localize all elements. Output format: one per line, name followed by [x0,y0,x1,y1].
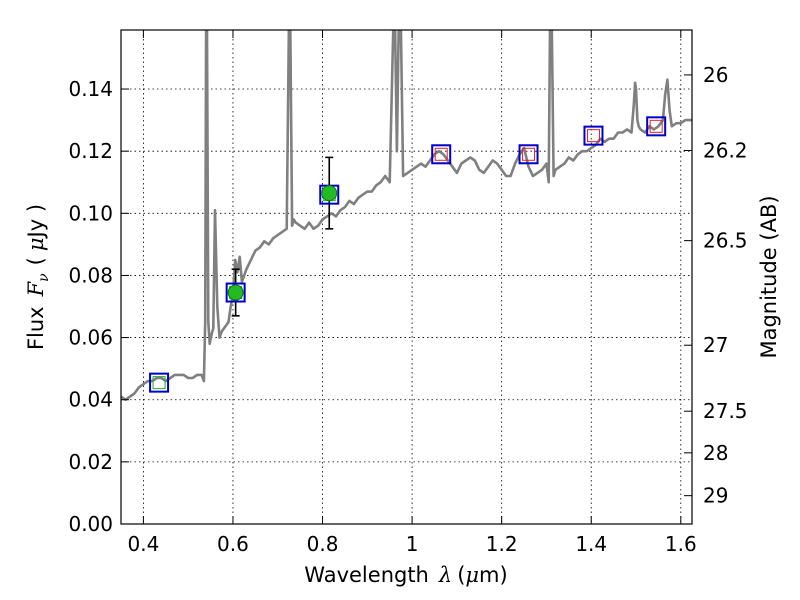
model-square-inner [649,119,663,133]
model-square [583,125,604,146]
model-square-inner [586,129,600,143]
y2-tick-label: 26.5 [703,229,748,253]
y-tick-label: 0.14 [68,77,113,101]
y2-tick-label: 26 [703,63,728,87]
x-tick-label: 1.6 [665,532,697,556]
x-axis-label: Wavelength λ (μm) [304,563,507,587]
observed-point [321,185,338,202]
model-square-inner [522,147,536,161]
x-tick-label: 1.2 [486,532,518,556]
y-tick-label: 0.06 [68,326,113,350]
model-square-inner [434,147,448,161]
observed-point [227,284,244,301]
spectrum-line [121,30,692,401]
model-square [518,144,539,165]
x-tick-label: 0.4 [127,532,159,556]
y-tick-label: 0.12 [68,139,113,163]
y-tick-label: 0.00 [68,512,113,536]
axes-frame [120,29,693,525]
y2-tick-label: 27 [703,333,728,357]
ticks: 0.4 0.6 0.8 1 1.2 1.4 1.6 0.00 0.02 0.04 0.06 0.08 0… [68,30,748,556]
y-tick-label: 0.10 [68,201,113,225]
y-axis-label: FluxFν(μJy ) [24,204,52,350]
y2-tick-label: 29 [703,484,728,508]
x-tick-label: 1.4 [575,532,607,556]
y2-tick-label: 27.5 [703,399,748,423]
y-tick-label: 0.02 [68,450,113,474]
y-tick-label: 0.08 [68,263,113,287]
y2-axis-label: Magnitude (AB) [757,195,781,358]
plot-area [121,30,692,401]
plot-content [121,30,692,401]
y2-tick-label: 26.2 [703,138,748,162]
x-tick-label: 1 [406,532,419,556]
model-square [646,116,667,137]
model-square-inner [152,376,166,390]
model-square [431,144,452,165]
y-tick-label: 0.04 [68,388,113,412]
x-tick-label: 0.6 [217,532,249,556]
model-square [149,372,170,393]
model-square [225,282,246,303]
y2-tick-label: 28 [703,441,728,465]
x-tick-label: 0.8 [307,532,339,556]
